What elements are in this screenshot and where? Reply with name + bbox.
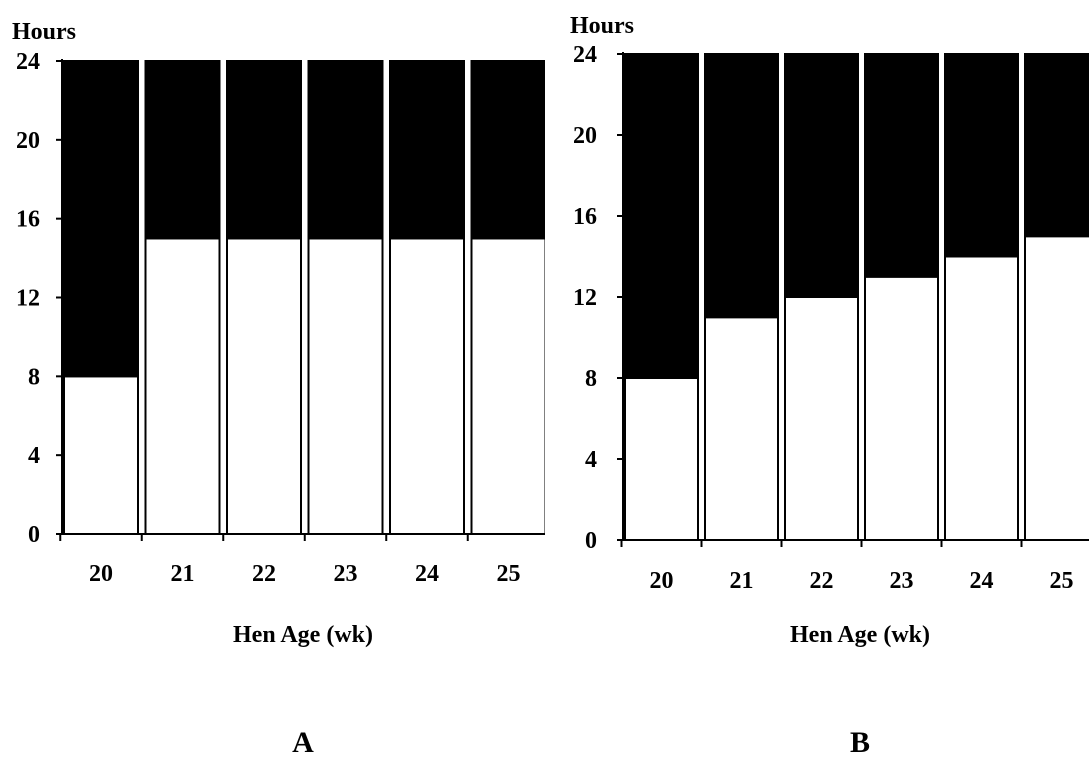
bars-group (624, 53, 1089, 541)
bar-dark-segment (470, 60, 545, 240)
bar-light-segment (784, 296, 859, 541)
bar-dark-segment (624, 53, 699, 379)
x-tick-labels: 20 21 22 23 24 25 (89, 561, 521, 587)
x-tick-label: 23 (334, 561, 358, 587)
bar-light-segment (63, 375, 139, 536)
x-axis-label: Hen Age (wk) (233, 622, 373, 648)
x-tick-label: 21 (730, 568, 754, 594)
bar-dark-segment (226, 60, 302, 240)
panel-label: B (850, 726, 870, 757)
y-tick-label: 8 (585, 366, 597, 392)
y-tick-label: 0 (585, 528, 597, 554)
y-tick-label: 4 (585, 447, 597, 473)
x-tick-label: 22 (252, 561, 276, 587)
y-tick-label: 12 (16, 286, 40, 312)
bar-dark-segment (1024, 53, 1089, 238)
x-tick-label: 21 (171, 561, 195, 587)
bar-light-segment (944, 255, 1019, 541)
bar-dark-segment (864, 53, 939, 278)
y-tick-label: 24 (573, 42, 597, 68)
bar-dark-segment (944, 53, 1019, 258)
bar-light-segment (389, 237, 465, 535)
chart-panel-a: Hours 0 4 8 12 16 20 24 20 21 22 23 24 25 Hen Age (… (12, 19, 545, 757)
axes-group (56, 59, 545, 541)
y-tick-label: 4 (28, 443, 40, 469)
x-axis-label: Hen Age (wk) (790, 622, 930, 648)
bar-light-segment (1024, 235, 1089, 541)
x-tick-label: 23 (890, 568, 914, 594)
panel-label: A (292, 726, 314, 757)
bar-light-segment (624, 377, 699, 541)
y-tick-label: 0 (28, 522, 40, 548)
y-tick-label: 8 (28, 364, 40, 390)
bar-dark-segment (307, 60, 384, 240)
bar-dark-segment (144, 60, 221, 240)
y-tick-label: 12 (573, 285, 597, 311)
y-tick-label: 20 (16, 128, 40, 154)
bar-light-segment (226, 237, 302, 535)
x-tick-label: 25 (1050, 568, 1074, 594)
x-tick-labels: 20 21 22 23 24 25 (650, 568, 1074, 594)
bars-group (63, 60, 545, 536)
axes-group (617, 52, 1089, 547)
bar-dark-segment (63, 60, 139, 378)
y-tick-labels: 0 4 8 12 16 20 24 (16, 49, 40, 548)
bar-light-segment (864, 275, 939, 541)
y-axis-label: Hours (570, 13, 634, 39)
x-tick-label: 24 (970, 568, 994, 594)
y-tick-labels: 0 4 8 12 16 20 24 (573, 42, 597, 554)
y-tick-label: 20 (573, 123, 597, 149)
x-tick-label: 22 (810, 568, 834, 594)
bar-light-segment (144, 237, 221, 535)
x-tick-label: 25 (497, 561, 521, 587)
bar-light-segment (704, 316, 779, 541)
chart-b-svg: Hours 0 4 8 12 16 20 24 20 21 22 23 24 25 Hen Age (… (570, 13, 1089, 757)
bar-dark-segment (784, 53, 859, 298)
chart-a-svg: Hours 0 4 8 12 16 20 24 20 21 22 23 24 25 Hen Age (… (12, 19, 545, 757)
chart-panel-b: Hours 0 4 8 12 16 20 24 20 21 22 23 24 25 Hen Age (… (545, 0, 1089, 757)
bar-dark-segment (704, 53, 779, 319)
bar-light-segment (470, 237, 545, 535)
y-tick-label: 16 (16, 207, 40, 233)
bar-light-segment (307, 237, 384, 535)
bar-dark-segment (389, 60, 465, 240)
x-tick-label: 24 (415, 561, 439, 587)
y-tick-label: 16 (573, 204, 597, 230)
y-tick-label: 24 (16, 49, 40, 75)
x-tick-label: 20 (89, 561, 113, 587)
y-axis-label: Hours (12, 19, 76, 45)
x-tick-label: 20 (650, 568, 674, 594)
